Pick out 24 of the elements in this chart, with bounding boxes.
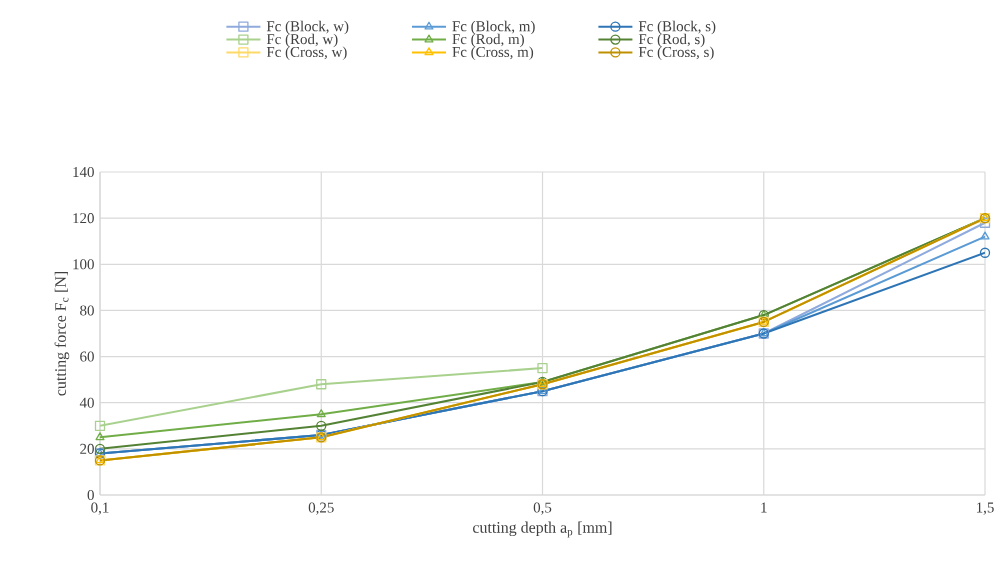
y-tick-label: 40 — [79, 397, 94, 408]
x-tick-label: 0,5 — [533, 502, 552, 515]
legend-label: Fc (Rod, s) — [638, 33, 705, 48]
y-tick-label: 100 — [73, 259, 94, 270]
x-tick-label: 1 — [761, 502, 767, 513]
legend-label: Fc (Block, w) — [266, 20, 349, 35]
y-tick-label: 0 — [87, 489, 94, 501]
legend-label: Fc (Cross, w) — [266, 46, 347, 61]
legend-label: Fc (Block, s) — [638, 20, 716, 35]
legend-label: Fc (Cross, s) — [638, 46, 714, 61]
y-tick-label: 60 — [80, 351, 94, 362]
legend-label: Fc (Cross, m) — [452, 46, 534, 61]
x-tick-label: 0,25 — [308, 502, 334, 515]
x-axis-title: cutting depth a$_{p}$ [mm] — [473, 521, 612, 538]
legend-label: Fc (Rod, w) — [266, 33, 338, 48]
y-tick-label: 120 — [73, 213, 94, 224]
y-tick-label: 140 — [73, 166, 94, 178]
legend-label: Fc (Block, m) — [452, 20, 535, 35]
x-tick-label: 0,1 — [91, 502, 109, 515]
y-axis-title: cutting force F$_{c}$ [N] — [54, 271, 70, 396]
legend-label: Fc (Rod, m) — [452, 33, 524, 48]
y-tick-label: 20 — [80, 443, 94, 454]
y-tick-label: 80 — [80, 305, 94, 316]
x-tick-label: 1,5 — [976, 502, 994, 515]
